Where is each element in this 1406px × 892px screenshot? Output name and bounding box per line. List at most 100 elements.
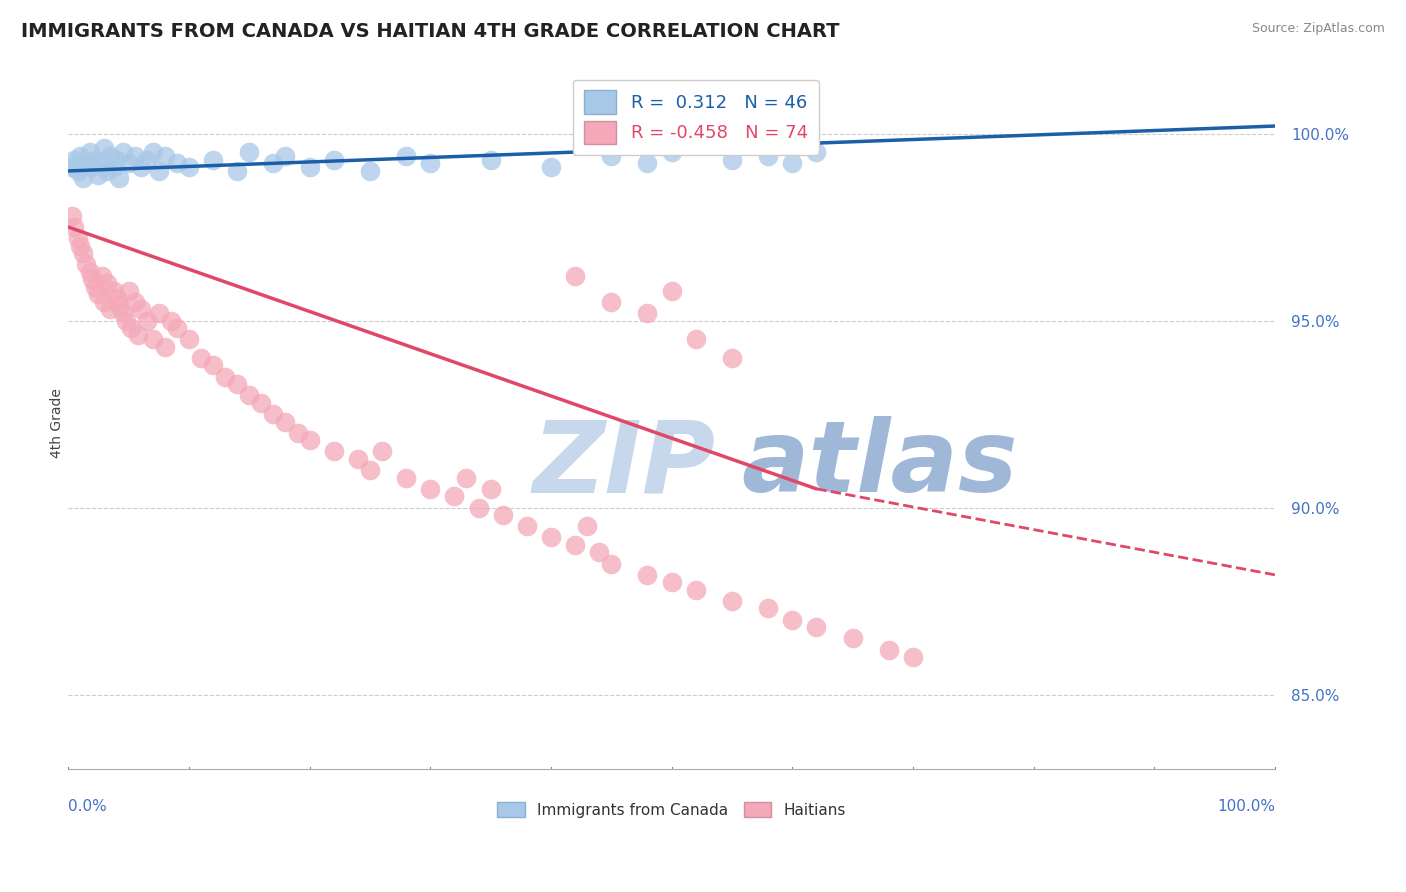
- Point: [100, 302, 122, 317]
- Point: [124, 294, 146, 309]
- Point: [636, 156, 658, 170]
- Point: [117, 156, 139, 170]
- Point: [636, 567, 658, 582]
- Point: [79, 145, 101, 160]
- Point: [806, 620, 828, 634]
- Point: [190, 351, 212, 365]
- Point: [129, 160, 152, 174]
- Text: atlas: atlas: [741, 417, 1018, 514]
- Point: [142, 332, 165, 346]
- Point: [202, 359, 225, 373]
- Point: [166, 156, 188, 170]
- Point: [111, 145, 134, 160]
- Point: [202, 153, 225, 167]
- Point: [117, 284, 139, 298]
- Point: [66, 164, 89, 178]
- Point: [721, 351, 744, 365]
- Point: [148, 164, 170, 178]
- Point: [111, 306, 134, 320]
- Point: [63, 153, 86, 167]
- Point: [600, 149, 623, 163]
- Point: [93, 141, 115, 155]
- Point: [780, 613, 803, 627]
- Point: [564, 268, 586, 283]
- Point: [576, 519, 599, 533]
- Point: [226, 164, 249, 178]
- Point: [166, 321, 188, 335]
- Point: [419, 156, 441, 170]
- Point: [780, 156, 803, 170]
- Point: [540, 531, 562, 545]
- Point: [96, 276, 118, 290]
- Point: [661, 575, 683, 590]
- Point: [124, 149, 146, 163]
- Point: [69, 238, 91, 252]
- Point: [60, 209, 83, 223]
- Point: [105, 291, 128, 305]
- Text: IMMIGRANTS FROM CANADA VS HAITIAN 4TH GRADE CORRELATION CHART: IMMIGRANTS FROM CANADA VS HAITIAN 4TH GR…: [21, 22, 839, 41]
- Point: [120, 321, 142, 335]
- Point: [103, 160, 125, 174]
- Point: [756, 601, 779, 615]
- Point: [87, 168, 110, 182]
- Point: [636, 306, 658, 320]
- Point: [69, 149, 91, 163]
- Point: [298, 433, 321, 447]
- Point: [322, 153, 344, 167]
- Point: [600, 557, 623, 571]
- Point: [82, 272, 104, 286]
- Point: [91, 156, 114, 170]
- Point: [877, 642, 900, 657]
- Point: [60, 160, 83, 174]
- Point: [66, 231, 89, 245]
- Point: [479, 153, 502, 167]
- Point: [153, 340, 176, 354]
- Point: [250, 396, 273, 410]
- Point: [262, 156, 284, 170]
- Point: [159, 313, 181, 327]
- Point: [177, 332, 200, 346]
- Y-axis label: 4th Grade: 4th Grade: [51, 388, 65, 458]
- Point: [83, 153, 105, 167]
- Text: 0.0%: 0.0%: [69, 799, 107, 814]
- Point: [83, 280, 105, 294]
- Text: 100.0%: 100.0%: [1216, 799, 1275, 814]
- Point: [661, 284, 683, 298]
- Point: [685, 332, 707, 346]
- Point: [82, 160, 104, 174]
- Point: [96, 164, 118, 178]
- Point: [516, 519, 538, 533]
- Point: [238, 145, 260, 160]
- Point: [103, 284, 125, 298]
- Point: [72, 246, 94, 260]
- Point: [100, 149, 122, 163]
- Point: [274, 149, 297, 163]
- Point: [456, 470, 478, 484]
- Point: [841, 632, 863, 646]
- Point: [75, 156, 97, 170]
- Point: [806, 145, 828, 160]
- Point: [395, 149, 418, 163]
- Point: [93, 294, 115, 309]
- Point: [287, 425, 309, 440]
- Point: [72, 171, 94, 186]
- Point: [129, 302, 152, 317]
- Point: [75, 257, 97, 271]
- Point: [661, 145, 683, 160]
- Point: [108, 171, 131, 186]
- Point: [135, 313, 157, 327]
- Point: [322, 444, 344, 458]
- Point: [491, 508, 513, 522]
- Point: [540, 160, 562, 174]
- Point: [79, 265, 101, 279]
- Legend: Immigrants from Canada, Haitians: Immigrants from Canada, Haitians: [491, 796, 852, 824]
- Point: [588, 545, 610, 559]
- Text: ZIP: ZIP: [533, 417, 716, 514]
- Point: [274, 415, 297, 429]
- Point: [419, 482, 441, 496]
- Point: [105, 153, 128, 167]
- Point: [262, 407, 284, 421]
- Point: [214, 369, 236, 384]
- Point: [756, 149, 779, 163]
- Point: [347, 451, 370, 466]
